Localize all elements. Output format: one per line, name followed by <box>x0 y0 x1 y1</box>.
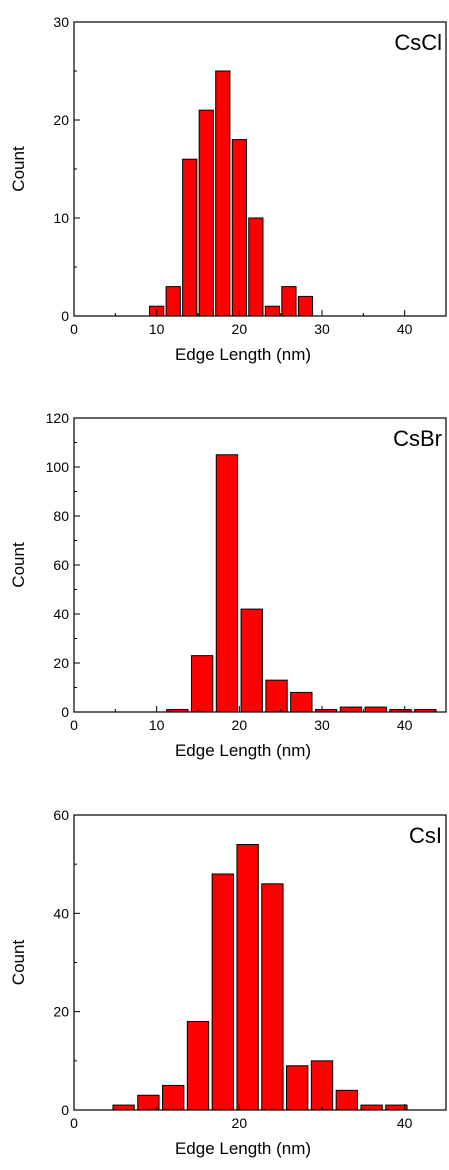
histogram-bar <box>137 1094 160 1111</box>
plot-frame <box>73 814 447 1111</box>
y-tick-label: 0 <box>61 704 69 720</box>
x-tick-label: 0 <box>70 717 78 733</box>
histogram-bar <box>162 1084 185 1111</box>
histogram-bar <box>236 844 259 1111</box>
x-tick-label: 0 <box>70 1115 78 1131</box>
histogram-bar <box>165 286 181 317</box>
x-tick-label: 40 <box>397 321 413 337</box>
x-tick-label: 30 <box>314 321 330 337</box>
panel-label: CsBr <box>393 426 442 451</box>
histogram-bar <box>248 217 264 317</box>
y-tick-label: 20 <box>53 655 69 671</box>
x-axis-label: Edge Length (nm) <box>175 741 311 760</box>
y-tick-label: 60 <box>53 557 69 573</box>
histogram-bar <box>297 295 314 317</box>
y-tick-label: 60 <box>53 807 69 823</box>
x-axis-label: Edge Length (nm) <box>175 345 311 364</box>
x-tick-label: 0 <box>70 321 78 337</box>
panel-label: CsI <box>409 823 442 848</box>
y-tick-label: 120 <box>46 410 70 426</box>
histogram-bar <box>198 109 214 317</box>
histogram-bar <box>186 1021 210 1111</box>
x-tick-label: 20 <box>232 1115 248 1131</box>
y-tick-label: 20 <box>53 112 69 128</box>
y-tick-label: 100 <box>46 459 70 475</box>
y-tick-label: 80 <box>53 508 69 524</box>
histogram-bar <box>211 873 234 1111</box>
histogram-bar <box>231 139 247 317</box>
histogram-bar <box>264 305 281 317</box>
histogram-bar <box>335 1089 358 1111</box>
histogram-bar <box>265 679 288 713</box>
histogram-bar <box>215 454 239 713</box>
panel-label: CsCl <box>394 30 442 55</box>
x-tick-label: 30 <box>314 717 330 733</box>
histogram-bar <box>112 1104 135 1111</box>
y-tick-label: 0 <box>61 308 69 324</box>
y-axis-label: Count <box>9 146 28 192</box>
histogram-bar <box>360 1104 383 1111</box>
y-tick-label: 40 <box>53 606 69 622</box>
histogram-bar <box>182 158 198 317</box>
y-axis-label: Count <box>9 940 28 986</box>
histogram-bar <box>215 70 231 317</box>
histogram-bar <box>385 1104 408 1111</box>
histogram-bar <box>261 883 284 1111</box>
histogram-bar <box>290 691 313 713</box>
histogram-panel-2: 0 20 40 0 20 40 60 Edge Length (nm) Count CsI <box>9 807 447 1158</box>
histogram-bar <box>240 608 263 713</box>
histogram-bar <box>364 706 387 713</box>
histogram-bar <box>190 655 214 713</box>
y-tick-label: 40 <box>53 905 69 921</box>
y-tick-label: 30 <box>53 14 69 30</box>
histogram-bar <box>286 1065 309 1111</box>
x-tick-label: 10 <box>149 717 165 733</box>
x-tick-label: 40 <box>397 1115 413 1131</box>
y-tick-label: 10 <box>53 210 69 226</box>
x-tick-label: 20 <box>232 717 248 733</box>
histogram-bar <box>339 706 363 713</box>
x-tick-label: 10 <box>149 321 165 337</box>
x-tick-label: 40 <box>397 717 413 733</box>
y-tick-label: 0 <box>61 1102 69 1118</box>
histogram-panel-1: 0 10 20 30 40 0 20 40 60 80 100 120 Edge Length (nm)… <box>9 410 447 760</box>
y-tick-label: 20 <box>53 1004 69 1020</box>
y-axis-label: Count <box>9 542 28 588</box>
x-tick-label: 20 <box>232 321 248 337</box>
histogram-bar <box>281 286 297 317</box>
x-axis-label: Edge Length (nm) <box>175 1139 311 1158</box>
histogram-bar <box>310 1060 334 1111</box>
